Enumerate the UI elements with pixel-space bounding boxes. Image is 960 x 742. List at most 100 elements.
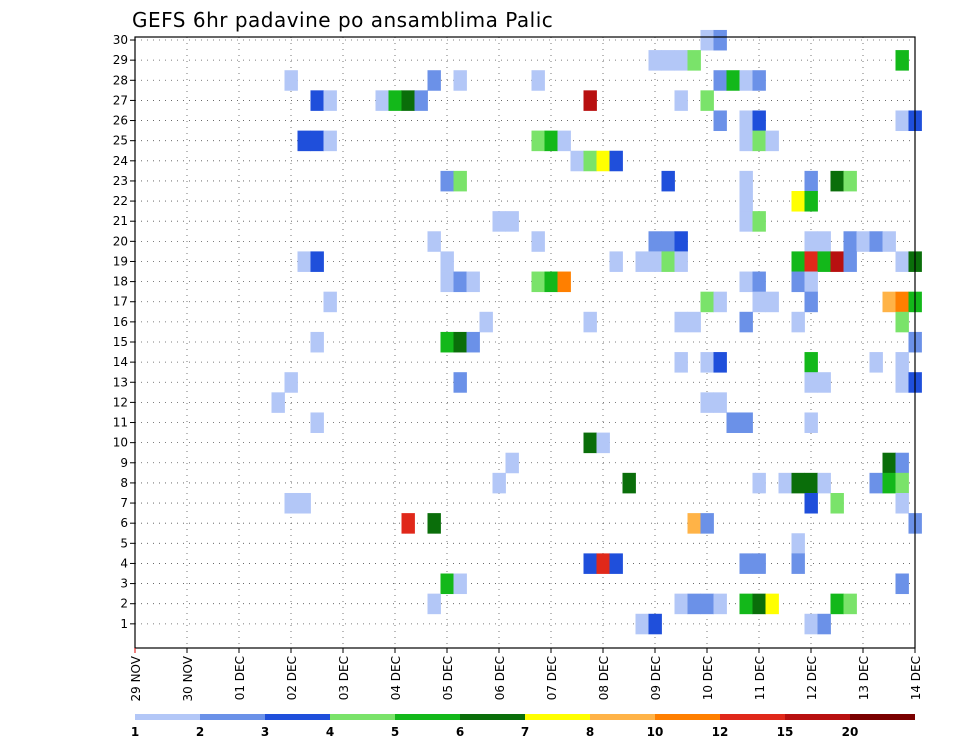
y-tick-label: 11 [113, 416, 128, 430]
heatmap-cell [791, 311, 805, 333]
heatmap-cell [310, 90, 324, 111]
y-axis: 1234567891011121314151617181920212223242… [113, 33, 135, 631]
heatmap-cell [869, 352, 883, 373]
heatmap-cell [453, 271, 467, 293]
heatmap-cell [700, 352, 714, 373]
heatmap-cell [713, 70, 727, 91]
y-tick-label: 9 [120, 456, 128, 470]
y-tick-label: 21 [113, 214, 128, 228]
x-tick-label: 08 DEC [597, 656, 611, 700]
heatmap-cell [674, 231, 688, 252]
heatmap-cell [791, 271, 805, 293]
heatmap-cell [700, 593, 714, 615]
heatmap-cell [765, 291, 779, 313]
heatmap-cell [791, 553, 805, 574]
heatmap-cell [687, 513, 701, 534]
heatmap-cell [804, 492, 818, 514]
heatmap-cell [804, 271, 818, 293]
heatmap-cell [739, 211, 753, 232]
heatmap-cell [505, 211, 519, 232]
heatmap-cell [323, 130, 337, 152]
heatmap-cell [804, 170, 818, 192]
heatmap-cell [596, 553, 610, 574]
heatmap-cell [869, 472, 883, 494]
heatmap-cell [674, 50, 688, 71]
heatmap-cell [479, 311, 493, 333]
heatmap-cell [713, 392, 727, 413]
heatmap-cell [843, 231, 857, 252]
heatmap-cell [297, 492, 311, 514]
legend-label: 8 [586, 725, 594, 739]
heatmap-cell [739, 130, 753, 152]
legend-label: 2 [196, 725, 204, 739]
heatmap-cell [778, 472, 792, 494]
heatmap-cell [843, 593, 857, 615]
heatmap-cell [453, 70, 467, 91]
heatmap-cell [427, 231, 441, 252]
heatmap-cell [726, 412, 740, 433]
heatmap-cell [713, 352, 727, 373]
heatmap-cell [895, 110, 909, 132]
legend-swatch [460, 714, 525, 720]
heatmap-cell [700, 392, 714, 413]
chart-title: GEFS 6hr padavine po ansamblima Palic [132, 8, 553, 32]
heatmap-cell [531, 130, 545, 152]
heatmap-cell [310, 412, 324, 433]
y-tick-label: 23 [113, 174, 128, 188]
heatmap-cell [466, 331, 480, 353]
grid-layer [134, 37, 916, 648]
heatmap-cell [648, 231, 662, 252]
x-tick-label: 12 DEC [805, 656, 819, 700]
heatmap-cell [739, 70, 753, 91]
heatmap-cell [583, 553, 597, 574]
heatmap-cell [817, 231, 831, 252]
heatmap-cell [453, 170, 467, 192]
heatmap-cell [804, 191, 818, 212]
heatmap-cell [544, 130, 558, 152]
y-tick-label: 13 [113, 375, 128, 389]
heatmap-cell [284, 372, 298, 393]
heatmap-cell [882, 291, 896, 313]
heatmap-cell [661, 231, 675, 252]
heatmap-cell [622, 472, 636, 494]
plot-frame [134, 36, 916, 649]
heatmap-cell [817, 251, 831, 272]
x-tick-label: 04 DEC [389, 656, 403, 700]
x-tick-label: 13 DEC [857, 656, 871, 700]
heatmap-cell [388, 90, 402, 111]
heatmap-cell [804, 352, 818, 373]
heatmap-cell [440, 573, 454, 595]
heatmap-cell [284, 492, 298, 514]
heatmap-cell [843, 170, 857, 192]
legend-swatch [590, 714, 655, 720]
heatmap-cell [271, 392, 285, 413]
heatmap-cell [583, 311, 597, 333]
heatmap-cell [817, 613, 831, 635]
y-tick-label: 30 [113, 33, 128, 47]
heatmap-cell [648, 613, 662, 635]
y-tick-label: 4 [120, 556, 128, 570]
y-tick-label: 10 [113, 436, 128, 450]
legend-swatch [330, 714, 395, 720]
y-tick-label: 28 [113, 73, 128, 87]
legend-label: 3 [261, 725, 269, 739]
heatmap-cell [765, 130, 779, 152]
legend-swatch [395, 714, 460, 720]
heatmap-cell [882, 472, 896, 494]
heatmap-cell [752, 593, 766, 615]
y-tick-label: 14 [113, 355, 128, 369]
heatmap-cell [817, 372, 831, 393]
heatmap-cell [752, 110, 766, 132]
x-tick-label: 11 DEC [753, 656, 767, 700]
heatmap-cell [310, 130, 324, 152]
x-tick-label: 03 DEC [337, 656, 351, 700]
heatmap-cell [830, 593, 844, 615]
heatmap-cell [440, 331, 454, 353]
legend-swatch [135, 714, 200, 720]
y-tick-label: 2 [120, 597, 128, 611]
heatmap-cell [635, 251, 649, 272]
y-tick-label: 18 [113, 275, 128, 289]
heatmap-cell [557, 130, 571, 152]
heatmap-cell [531, 271, 545, 293]
heatmap-cell [882, 231, 896, 252]
